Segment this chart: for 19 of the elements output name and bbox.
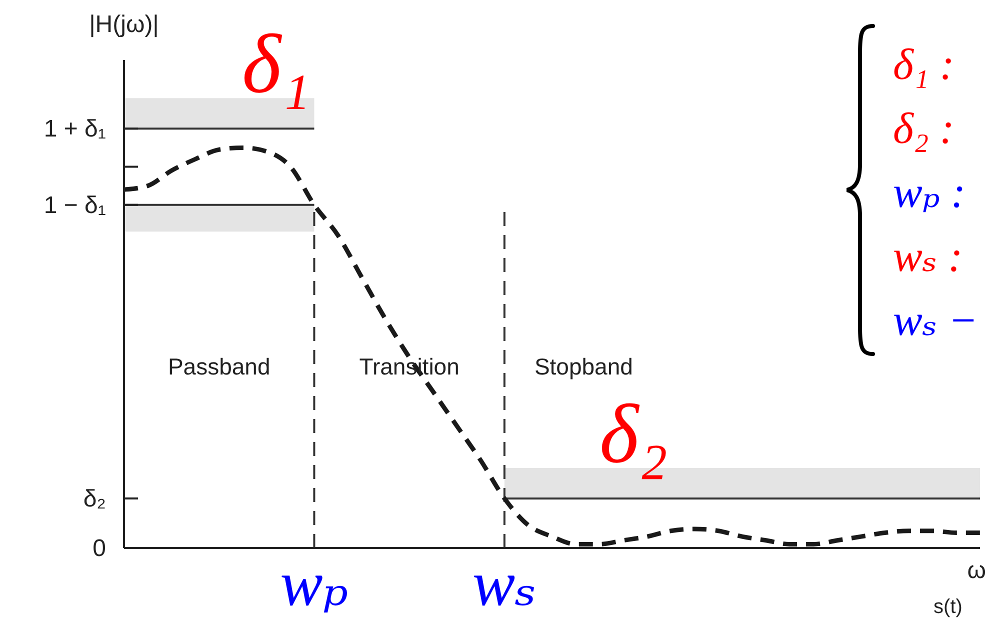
y-tick-label: 1 − δ₁ [44,191,106,218]
y-tick-label: 0 [92,534,106,562]
annotation: Stopband [534,353,633,380]
y-axis-title: |H(jω)| [89,11,159,38]
annotation: δ₁ : [893,40,954,89]
annotation: Transition [359,353,460,380]
annotation: wₛ − [893,296,978,345]
y-tick-label: δ₂ [83,484,106,512]
y-tick-label: 1 + δ₁ [44,115,106,142]
annotation: wₚ : [893,168,966,217]
x-tick-label: wₚ [280,548,348,619]
x-axis-title: ω [967,557,986,584]
band-label: δ₂ [600,388,668,481]
annotation: δ₂ : [893,104,954,153]
annotation: Passband [168,353,270,380]
x-tick-label: wₛ [472,548,537,619]
band-label: δ₁ [242,18,310,112]
text: s(t) [934,596,962,618]
annotation: wₛ : [893,232,963,281]
